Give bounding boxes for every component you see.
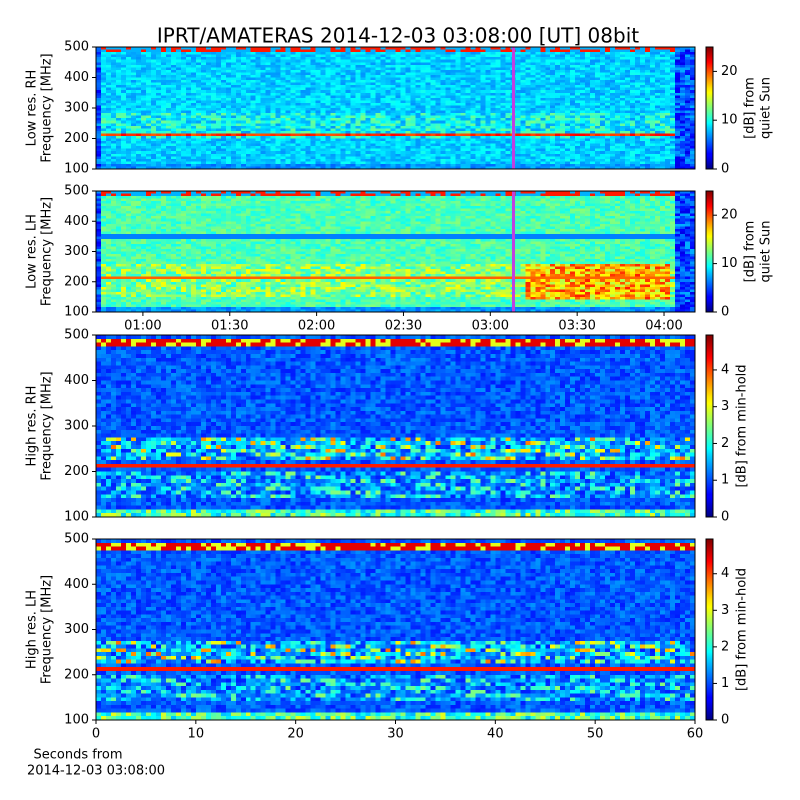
spectrogram <box>96 47 696 170</box>
chart-title: IPRT/AMATERAS 2014-12-03 03:08:00 [UT] 0… <box>157 24 639 48</box>
